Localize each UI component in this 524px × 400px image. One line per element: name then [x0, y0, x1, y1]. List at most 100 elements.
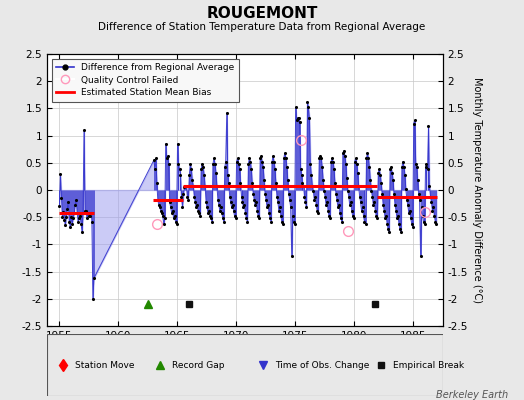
Point [368, 193, 377, 200]
Point [348, 213, 357, 219]
Point [224, 180, 233, 187]
Point [78, 229, 86, 236]
Point [83, 215, 91, 222]
Point [58, 214, 67, 220]
Point [344, 188, 352, 194]
Point [307, 172, 315, 178]
Point [178, 204, 187, 211]
Point [236, 180, 245, 187]
Point [377, 180, 386, 187]
Point [401, 172, 409, 178]
Point [171, 218, 180, 225]
Point [156, 204, 164, 211]
Point [376, 172, 385, 178]
Point [374, 169, 383, 176]
Point [306, 161, 314, 167]
Point [69, 215, 78, 222]
Point [75, 215, 83, 222]
Point [187, 166, 195, 172]
Point [230, 208, 238, 214]
Point [431, 218, 440, 225]
Point [346, 199, 355, 205]
Point [354, 169, 362, 176]
Point [79, 210, 88, 216]
Point [166, 199, 174, 205]
Point [294, 115, 303, 121]
Point [399, 158, 407, 165]
Text: Time of Obs. Change: Time of Obs. Change [275, 360, 369, 370]
Point [390, 191, 398, 198]
Point [217, 210, 226, 216]
Point [286, 196, 294, 203]
Point [432, 220, 441, 227]
Point [238, 199, 247, 205]
Point [372, 213, 380, 219]
Point [382, 213, 390, 219]
Point [308, 182, 316, 189]
Point [427, 199, 435, 205]
Point [418, 204, 426, 211]
Point [302, 204, 311, 211]
Point [176, 172, 184, 178]
Point [255, 215, 264, 222]
Point [57, 195, 66, 201]
Point [55, 203, 63, 210]
Point [353, 161, 361, 167]
Point [190, 193, 199, 200]
Point [297, 172, 305, 178]
Point [354, 182, 363, 189]
Point [85, 213, 93, 219]
Point [342, 161, 350, 167]
Point [335, 202, 343, 208]
Point [217, 204, 225, 211]
Point [300, 193, 309, 200]
Point [338, 218, 346, 225]
Point [246, 158, 255, 165]
Point [276, 204, 284, 211]
Point [429, 204, 438, 211]
Point [314, 210, 322, 216]
Point [332, 191, 340, 198]
Point [275, 208, 283, 214]
Point [63, 206, 72, 212]
Point [241, 210, 249, 216]
Y-axis label: Monthly Temperature Anomaly Difference (°C): Monthly Temperature Anomaly Difference (… [472, 77, 482, 303]
Point [165, 161, 173, 167]
Point [384, 226, 392, 232]
Point [237, 193, 246, 200]
Point [274, 199, 282, 205]
Point [268, 158, 276, 165]
Point [291, 104, 300, 110]
Point [281, 155, 290, 162]
Point [222, 158, 230, 165]
Point [159, 220, 168, 227]
Point [320, 188, 329, 194]
Point [371, 208, 379, 214]
Point [391, 202, 399, 208]
Text: ROUGEMONT: ROUGEMONT [206, 6, 318, 21]
Point [292, 117, 301, 124]
Text: Record Gap: Record Gap [172, 360, 224, 370]
Point [273, 193, 281, 200]
Point [254, 213, 263, 219]
Point [184, 196, 193, 203]
Point [409, 224, 417, 230]
Point [280, 150, 289, 156]
Point [154, 196, 162, 203]
Point [330, 166, 338, 172]
Point [389, 177, 397, 184]
Point [350, 215, 358, 222]
Point [77, 220, 85, 227]
Point [65, 218, 73, 225]
Point [151, 166, 159, 172]
Point [317, 155, 325, 162]
Point [262, 196, 270, 203]
Point [210, 155, 218, 162]
Point [177, 193, 185, 200]
Point [392, 208, 400, 214]
Point [87, 210, 95, 216]
Point [324, 208, 332, 214]
Point [168, 210, 176, 216]
Point [60, 217, 69, 223]
Point [213, 182, 221, 189]
